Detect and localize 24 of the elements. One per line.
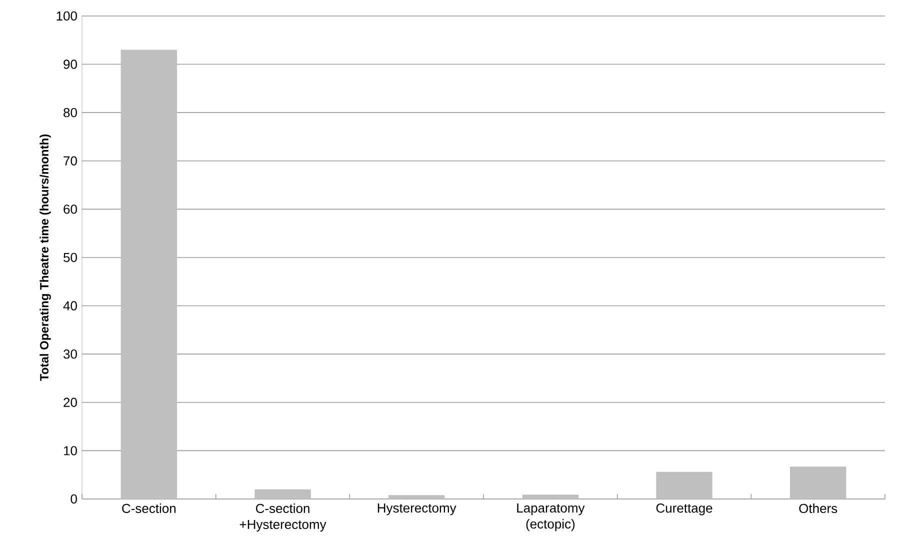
x-tick-label: Others [799,504,838,514]
y-axis-title: Total Operating Theatre time (hours/month) [40,134,51,381]
bar [254,489,311,499]
y-tick-label: 100 [56,11,77,21]
bar [656,472,712,499]
bar [790,466,846,499]
bar [522,494,579,499]
y-tick-label: 50 [64,252,77,262]
y-tick-label: 30 [64,349,77,359]
y-tick-label: 20 [64,398,77,407]
bar [120,50,178,499]
y-tick-label: 60 [64,204,77,214]
y-tick-label: 90 [64,60,77,69]
bar [388,495,445,499]
y-tick-label: 40 [63,301,77,310]
y-tick-label: 70 [64,156,77,166]
x-tick-label: Hysterectomy [378,504,456,516]
x-tick-label: Curettage [656,504,712,516]
y-tick-label: 80 [64,108,77,118]
y-tick-label: 0 [70,494,77,504]
x-tick-label: Laparatomy (ectopic) [517,504,585,532]
y-tick-label: 10 [64,446,77,456]
x-tick-label: C-section +Hysterectomy [240,504,326,532]
x-tick-label: C-section [122,504,176,514]
